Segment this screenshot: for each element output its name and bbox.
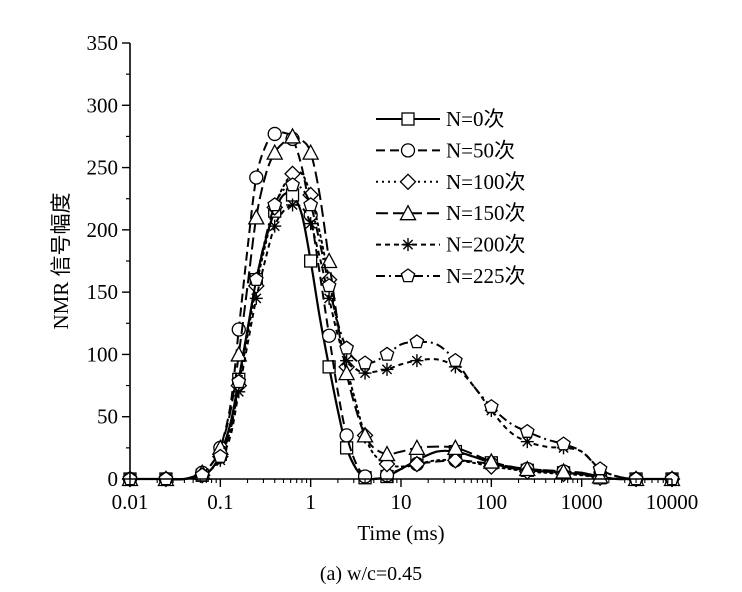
x-tick-label: 0.01 <box>112 490 149 514</box>
data-point <box>519 423 535 438</box>
series-asterisk <box>123 198 679 486</box>
data-point <box>408 455 426 473</box>
y-tick-label: 350 <box>87 31 119 55</box>
series-line <box>129 191 672 481</box>
ticks-layer: 0 50 100 150 200 250 300 350 0.01 0.1 1 10 100 1000 10… <box>87 31 699 514</box>
data-point <box>304 254 318 268</box>
data-point <box>248 271 264 287</box>
data-point <box>409 334 425 349</box>
data-point <box>447 352 463 367</box>
legend-label: N=100次 <box>446 170 526 194</box>
legend-marker <box>401 112 415 126</box>
data-point <box>378 445 396 462</box>
legend-label: N=200次 <box>446 233 526 257</box>
x-axis-title: Time (ms) <box>357 521 444 545</box>
x-tick-label: 1000 <box>561 490 603 514</box>
x-tick-label: 10 <box>391 490 412 514</box>
data-point <box>286 198 300 212</box>
legend-label: N=225次 <box>446 264 526 288</box>
legend-entry: N=150次 <box>376 201 526 225</box>
data-point <box>446 451 464 469</box>
y-tick-label: 250 <box>87 156 119 180</box>
legend: N=0次 N=50次 N=100次 N=150次 N=200次 N=225次 <box>376 107 526 288</box>
series-layer <box>121 126 681 488</box>
legend-label: N=0次 <box>446 107 505 131</box>
data-point <box>302 143 320 160</box>
data-point <box>268 219 282 233</box>
legend-label: N=50次 <box>446 138 515 162</box>
data-point <box>379 346 395 361</box>
data-point <box>482 452 500 469</box>
data-point <box>322 360 336 374</box>
data-point <box>249 170 264 185</box>
data-point <box>267 197 283 212</box>
data-point <box>232 385 246 399</box>
data-point <box>321 328 337 343</box>
legend-entry: N=100次 <box>376 170 526 194</box>
series-pentagon <box>122 177 680 486</box>
series-line <box>129 203 672 481</box>
data-point <box>194 467 210 482</box>
x-tick-label: 100 <box>476 490 508 514</box>
x-tick-label: 0.1 <box>207 490 233 514</box>
data-point <box>303 197 319 212</box>
legend-entry: N=0次 <box>376 107 505 131</box>
x-tick-label: 1 <box>305 490 316 514</box>
data-point <box>446 438 464 456</box>
axes-layer <box>129 43 672 480</box>
data-point <box>592 461 608 476</box>
data-point <box>339 340 355 355</box>
data-point <box>338 364 356 381</box>
y-tick-label: 50 <box>97 405 118 429</box>
data-point <box>408 438 426 456</box>
series-square <box>123 188 679 486</box>
data-point <box>321 278 337 293</box>
data-point <box>283 127 302 144</box>
y-tick-label: 200 <box>87 218 119 242</box>
data-point <box>339 428 354 443</box>
y-tick-label: 300 <box>87 93 119 117</box>
data-point <box>556 436 571 451</box>
legend-label: N=150次 <box>446 201 526 225</box>
series-line <box>129 131 672 481</box>
data-point <box>212 448 228 463</box>
y-tick-label: 0 <box>108 467 119 491</box>
data-point <box>410 354 424 368</box>
data-point <box>231 374 247 389</box>
series-diamond <box>121 165 681 488</box>
series-line <box>129 135 672 481</box>
legend-entry: N=50次 <box>376 138 515 162</box>
data-point <box>356 426 374 443</box>
data-point <box>285 177 300 192</box>
x-tick-label: 10000 <box>646 490 699 514</box>
legend-marker <box>400 268 416 283</box>
chart-caption: (a) w/c=0.45 <box>320 563 422 585</box>
data-point <box>357 355 373 370</box>
data-point <box>483 398 499 414</box>
data-point <box>304 217 318 231</box>
legend-marker <box>400 143 416 158</box>
y-tick-label: 100 <box>87 342 119 366</box>
legend-marker <box>399 173 417 191</box>
y-tick-label: 150 <box>87 280 119 304</box>
legend-entry: N=200次 <box>376 233 526 257</box>
data-point <box>340 354 354 368</box>
legend-entry: N=225次 <box>376 264 526 288</box>
data-point <box>247 208 265 225</box>
data-point <box>518 460 536 477</box>
legend-marker <box>399 204 417 221</box>
series-line <box>129 183 672 481</box>
data-point <box>266 143 284 160</box>
data-point <box>267 126 282 142</box>
data-point <box>554 462 573 479</box>
data-point <box>380 362 394 376</box>
data-point <box>249 291 263 305</box>
y-axis-title: NMR 信号幅度 <box>49 192 73 329</box>
legend-marker <box>401 238 415 252</box>
